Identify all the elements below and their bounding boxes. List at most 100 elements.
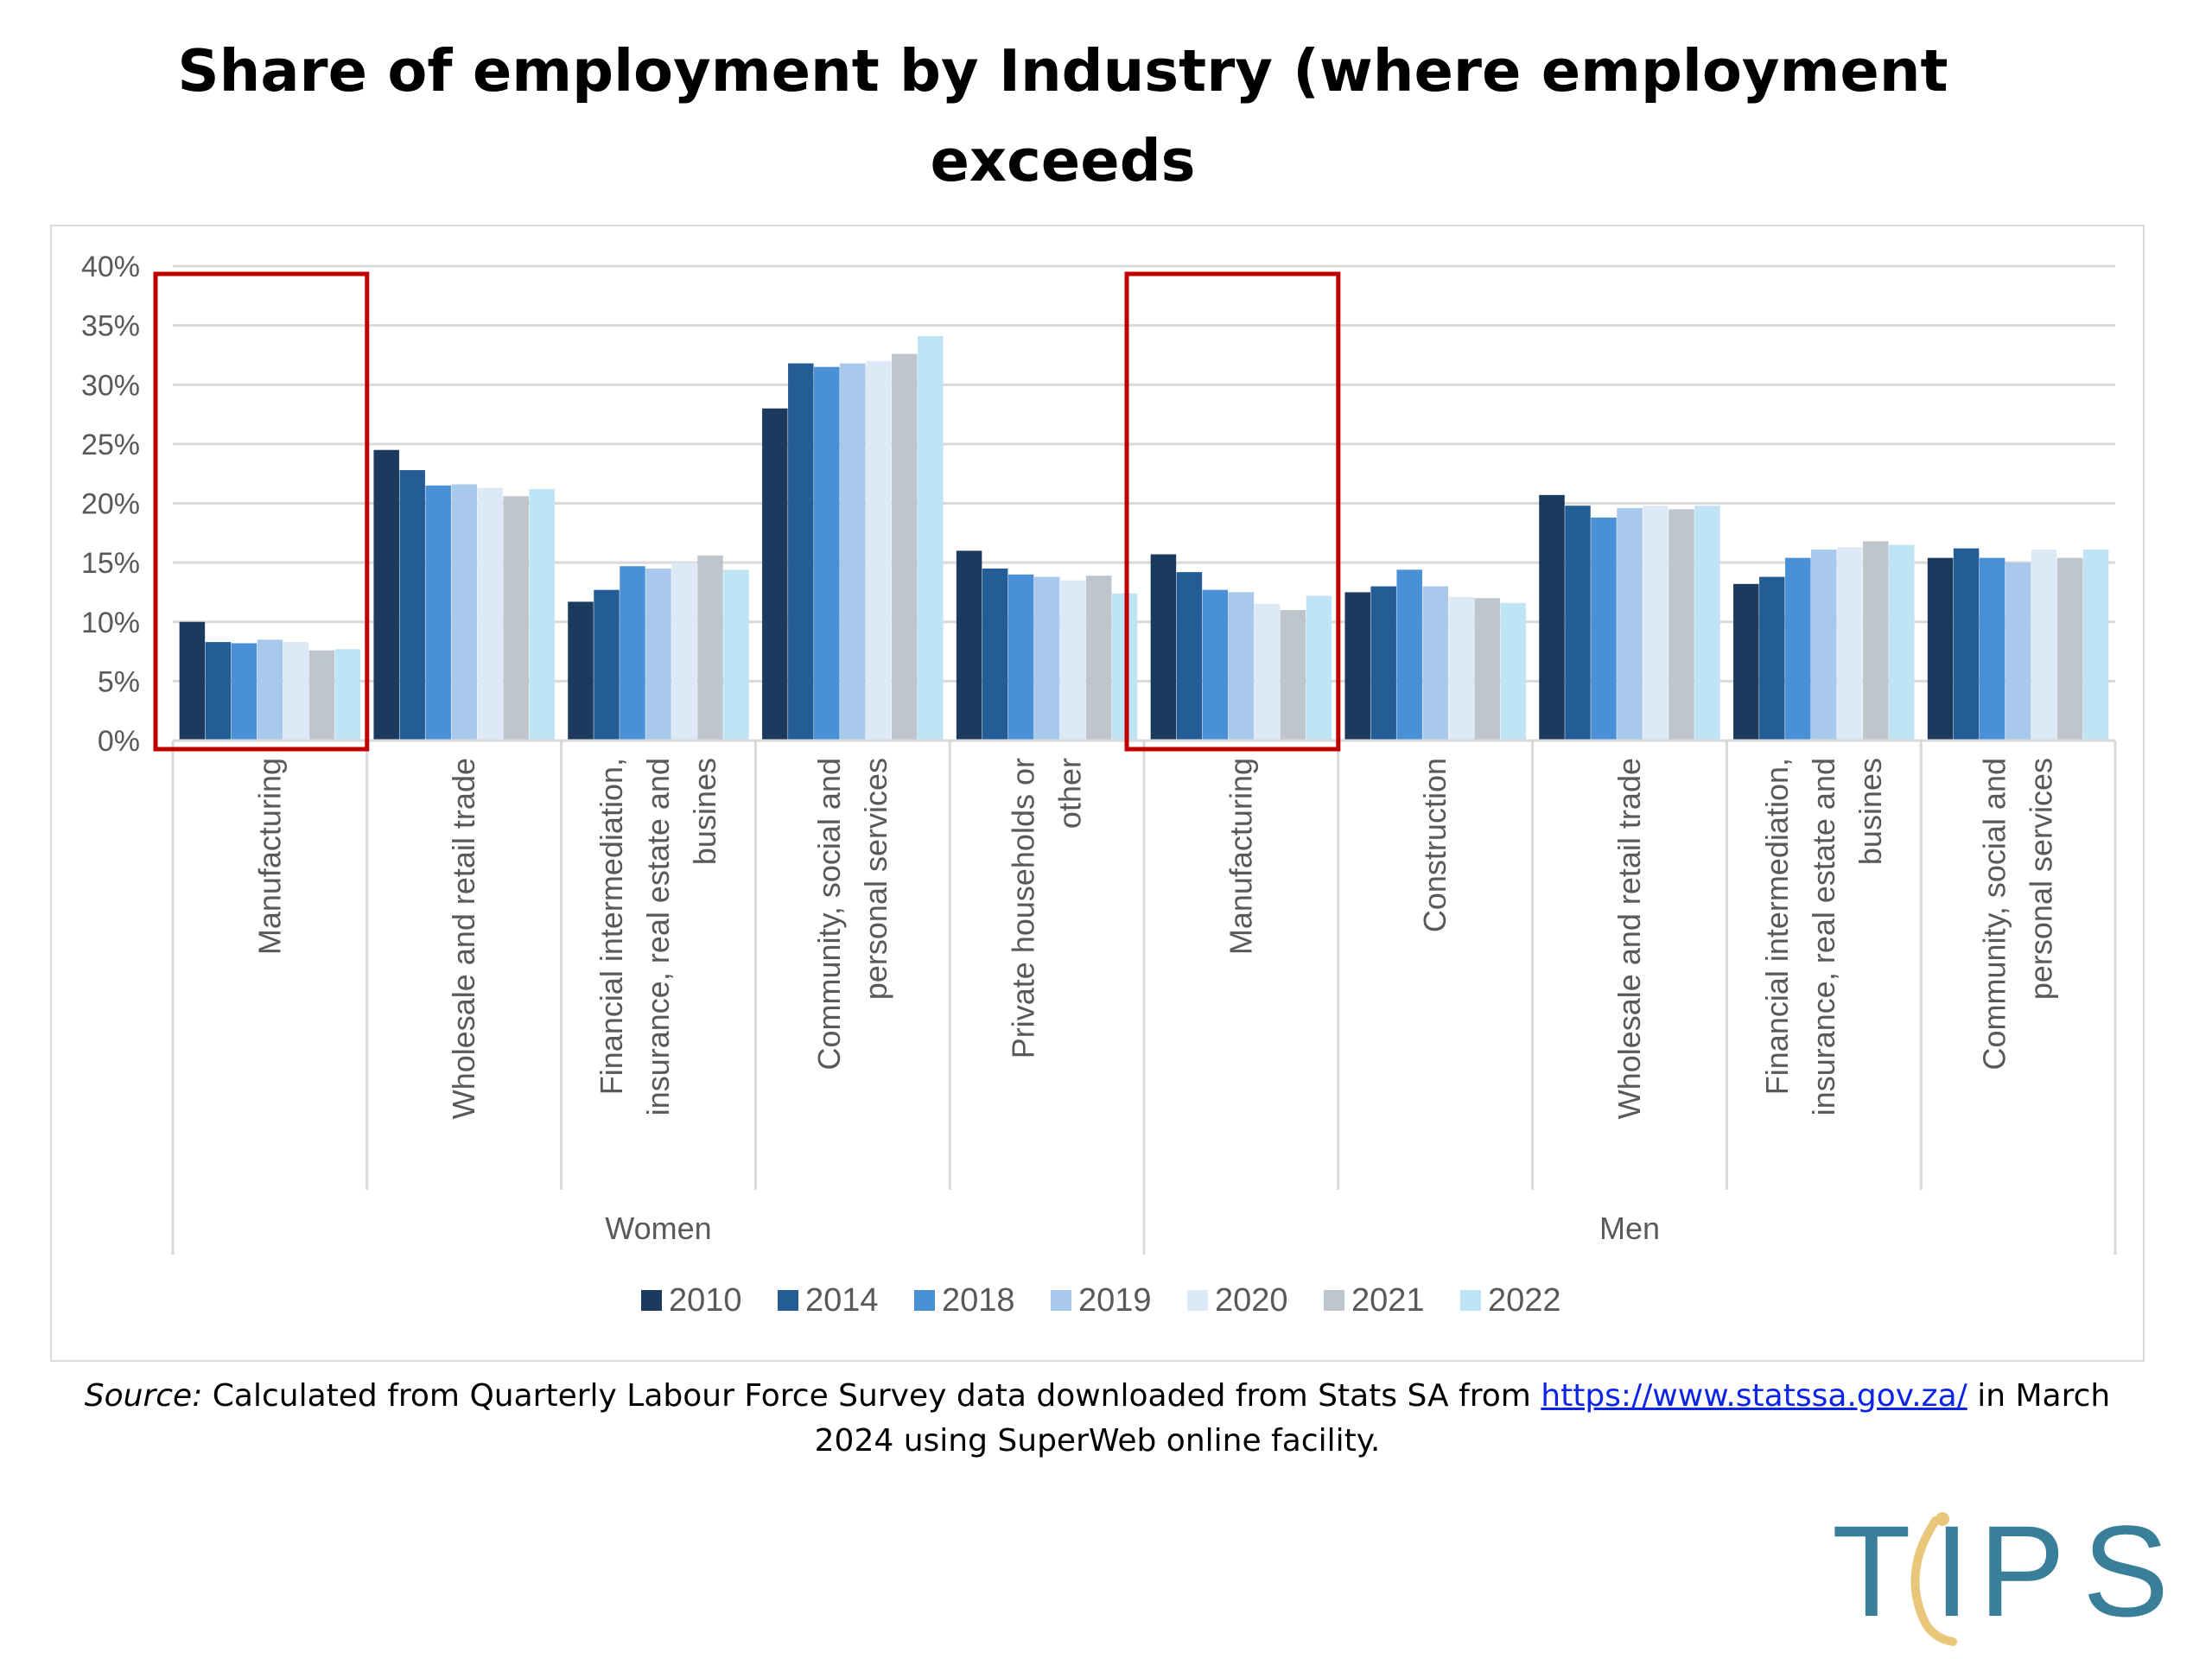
legend-swatch-2014 — [778, 1290, 798, 1311]
category-label: Manufacturing — [1223, 758, 1258, 955]
chart-area: 0% 5% 10% 15% 20% 25% 30% 35% 40% Manufacturing Wh… — [50, 225, 2145, 1362]
category-label: Community, social and personal services — [811, 758, 893, 1070]
y-tick-label: 0% — [98, 725, 140, 758]
legend-label: 2019 — [1078, 1282, 1152, 1319]
category-label-line: insurance, real estate and — [640, 758, 676, 1116]
category-label: Construction — [1417, 758, 1452, 932]
bar-2021 — [697, 555, 723, 741]
bar-2019 — [451, 484, 477, 741]
legend-swatch-2020 — [1187, 1290, 1208, 1311]
bar-2022 — [1694, 505, 1720, 741]
y-tick-label: 20% — [81, 488, 140, 521]
legend-swatch-2018 — [914, 1290, 935, 1311]
bar-2019 — [1228, 592, 1255, 741]
bar-2014 — [982, 568, 1008, 741]
bar-2020 — [866, 360, 892, 741]
bar-2022 — [1889, 544, 1915, 741]
bar-2010 — [1539, 494, 1565, 741]
category-label: Private households or other — [1006, 758, 1088, 1058]
category-label-line: other — [1052, 758, 1088, 829]
category-label-line: busines — [687, 758, 722, 865]
bar-2020 — [671, 563, 697, 741]
bar-2020 — [1254, 604, 1281, 741]
logo-letter-i: I — [1934, 1503, 1970, 1643]
category-label: Wholesale and retail trade — [1611, 758, 1647, 1119]
bar-2022 — [2082, 550, 2109, 741]
legend-swatch-2019 — [1051, 1290, 1071, 1311]
legend-label: 2010 — [669, 1282, 742, 1319]
bar-2020 — [1448, 596, 1474, 741]
y-tick-label: 35% — [81, 310, 140, 343]
bar-2018 — [1979, 557, 2005, 741]
bar-2014 — [594, 589, 620, 741]
category-label: Wholesale and retail trade — [446, 758, 481, 1119]
category-label-line: personal services — [858, 758, 893, 1000]
category-label-line: Construction — [1417, 758, 1452, 932]
y-tick-label: 40% — [81, 251, 140, 283]
bar-2022 — [723, 569, 749, 741]
bar-2010 — [179, 621, 206, 741]
source-link[interactable]: https://www.statssa.gov.za/ — [1541, 1378, 1967, 1414]
bar-2010 — [762, 408, 788, 741]
logo-dot — [1936, 1512, 1949, 1526]
bar-2019 — [645, 568, 671, 741]
bar-2010 — [1927, 557, 1954, 741]
bar-2022 — [334, 649, 361, 741]
source-text: Calculated from Quarterly Labour Force S… — [202, 1378, 1541, 1414]
legend-label: 2020 — [1215, 1282, 1288, 1319]
bar-2021 — [1474, 598, 1500, 741]
category-label-line: Financial intermediation, — [594, 758, 629, 1095]
bar-2018 — [814, 366, 840, 741]
bar-2020 — [1643, 505, 1669, 741]
bar-2020 — [2031, 550, 2057, 741]
bar-2014 — [1565, 505, 1591, 741]
category-label-line: Community, social and — [1977, 758, 2012, 1070]
highlight-box — [1124, 271, 1341, 752]
legend-swatch-2022 — [1460, 1290, 1481, 1311]
bar-2018 — [231, 643, 257, 741]
logo-letter-t: T — [1832, 1503, 1911, 1643]
bar-2020 — [283, 642, 309, 741]
bar-2014 — [1370, 586, 1396, 741]
legend-label: 2021 — [1351, 1282, 1425, 1319]
bar-2018 — [1202, 589, 1229, 741]
bar-2018 — [1591, 517, 1617, 741]
bar-2014 — [1953, 548, 1980, 741]
category-label-line: busines — [1853, 758, 1888, 865]
y-tick-label: 5% — [98, 665, 140, 698]
bar-2021 — [1863, 541, 1889, 741]
bar-2021 — [1669, 509, 1694, 741]
bar-2010 — [1733, 583, 1759, 741]
legend-label: 2014 — [805, 1282, 879, 1319]
category-label-line: Financial intermediation, — [1759, 758, 1795, 1095]
bar-2021 — [1085, 575, 1112, 741]
category-label-line: Wholesale and retail trade — [446, 758, 481, 1119]
legend-swatch-2010 — [641, 1290, 662, 1311]
bar-2022 — [918, 335, 944, 741]
bar-2018 — [620, 566, 645, 741]
bar-2014 — [788, 363, 814, 741]
y-tick-label: 15% — [81, 547, 140, 580]
bar-2014 — [1176, 572, 1203, 741]
category-label-line: insurance, real estate and — [1806, 758, 1841, 1116]
bar-2019 — [1422, 586, 1448, 741]
source-text-end: in March 2024 using SuperWeb online faci… — [814, 1378, 2111, 1459]
logo-letters-ps: PS — [1979, 1503, 2186, 1643]
category-label-line: Wholesale and retail trade — [1611, 758, 1647, 1119]
bar-2021 — [308, 650, 335, 741]
bar-2018 — [1396, 569, 1422, 741]
bar-2021 — [503, 496, 529, 741]
bar-2022 — [1306, 595, 1332, 741]
y-tick-label: 25% — [81, 429, 140, 461]
bar-2018 — [425, 485, 451, 741]
highlight-box — [153, 271, 370, 752]
bar-2022 — [529, 489, 555, 741]
legend-label: 2022 — [1488, 1282, 1561, 1319]
category-label-line: Community, social and — [811, 758, 847, 1070]
category-label: Manufacturing — [251, 758, 287, 955]
category-label-line: personal services — [2024, 758, 2059, 1000]
category-label: Financial intermediation, insurance, real… — [1759, 758, 1888, 1116]
y-tick-label: 30% — [81, 369, 140, 402]
bar-2020 — [477, 487, 503, 741]
bar-2019 — [1033, 576, 1060, 741]
